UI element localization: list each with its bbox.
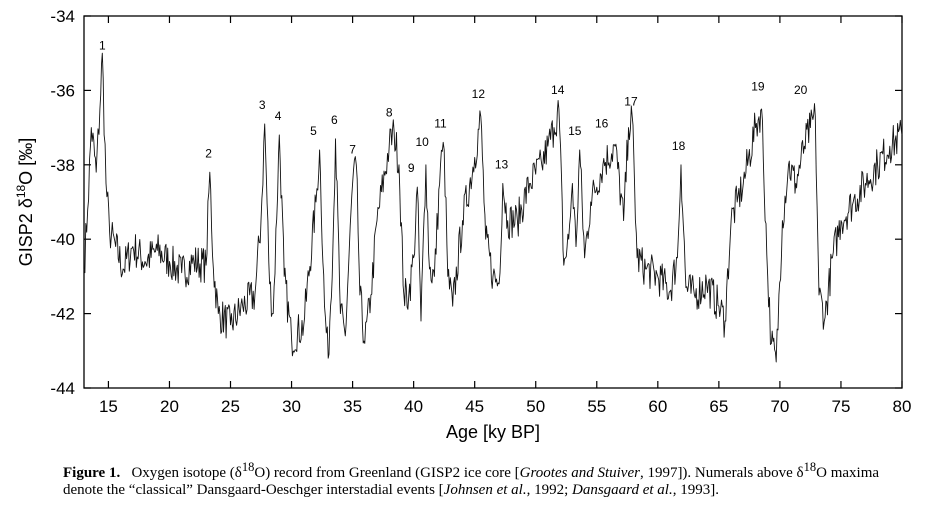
y-tick-label: -34 xyxy=(50,7,75,26)
event-label-4: 4 xyxy=(275,109,282,123)
event-label-10: 10 xyxy=(416,135,430,149)
event-label-17: 17 xyxy=(624,94,638,108)
plot-frame xyxy=(83,15,903,389)
event-label-18: 18 xyxy=(672,139,686,153)
caption-text-1: Oxygen isotope (δ xyxy=(131,465,242,481)
event-label-16: 16 xyxy=(595,117,609,131)
y-tick-label: -42 xyxy=(50,305,75,324)
event-label-3: 3 xyxy=(259,98,266,112)
y-axis-label: GISP2 δ18O [‰] xyxy=(14,138,36,266)
x-tick-label: 50 xyxy=(526,397,545,416)
y-tick-label: -38 xyxy=(50,156,75,175)
x-tick-label: 75 xyxy=(831,397,850,416)
event-label-8: 8 xyxy=(386,105,393,119)
caption-sup-1: 18 xyxy=(241,460,255,474)
isotope-chart: 15 20 25 30 35 40 45 50 55 60 65 70 75 80-34-36-38-40… xyxy=(14,7,911,442)
event-label-15: 15 xyxy=(568,124,582,138)
x-tick-label: 15 xyxy=(99,397,118,416)
caption-text-3: , 1997]). Numerals above δ xyxy=(639,465,804,481)
event-label-6: 6 xyxy=(331,113,338,127)
event-label-7: 7 xyxy=(349,143,356,157)
x-tick-label: 55 xyxy=(587,397,606,416)
caption-text-6: , 1993]. xyxy=(672,482,719,498)
event-label-12: 12 xyxy=(472,87,486,101)
caption-citation-1: Grootes and Stuiver xyxy=(519,465,640,481)
caption-text-5: , 1992; xyxy=(526,482,572,498)
figure-caption: Figure 1. Oxygen isotope (δ18O) record f… xyxy=(63,459,893,499)
event-label-9: 9 xyxy=(408,161,415,175)
x-tick-label: 45 xyxy=(465,397,484,416)
event-label-20: 20 xyxy=(794,83,808,97)
event-label-11: 11 xyxy=(434,117,447,131)
figure-label: Figure 1. xyxy=(63,465,121,481)
axis-ticks: 15 20 25 30 35 40 45 50 55 60 65 70 75 80-34-36-38-40… xyxy=(50,7,911,416)
event-label-5: 5 xyxy=(310,124,317,138)
series-group xyxy=(83,52,903,363)
isotope-series-line xyxy=(83,52,903,363)
x-tick-label: 40 xyxy=(404,397,423,416)
event-label-13: 13 xyxy=(495,158,509,172)
y-tick-label: -40 xyxy=(50,230,75,249)
x-tick-label: 60 xyxy=(648,397,667,416)
event-label-14: 14 xyxy=(551,83,565,97)
event-label-2: 2 xyxy=(205,146,212,160)
caption-text-4: O maxima denote the “classical” Dansgaar… xyxy=(63,465,880,498)
x-tick-label: 25 xyxy=(221,397,240,416)
caption-citation-2: Johnsen et al. xyxy=(443,482,527,498)
y-tick-label: -44 xyxy=(50,379,75,398)
x-tick-label: 80 xyxy=(893,397,912,416)
x-tick-label: 20 xyxy=(160,397,179,416)
x-axis-label: Age [ky BP] xyxy=(446,422,540,442)
event-label-1: 1 xyxy=(99,38,106,52)
caption-text-2: O) record from Greenland (GISP2 ice core… xyxy=(254,465,520,481)
event-label-19: 19 xyxy=(751,79,765,93)
x-tick-label: 70 xyxy=(770,397,789,416)
x-tick-label: 30 xyxy=(282,397,301,416)
x-tick-label: 35 xyxy=(343,397,362,416)
caption-sup-2: 18 xyxy=(803,460,817,474)
caption-citation-3: Dansgaard et al. xyxy=(572,482,673,498)
y-tick-label: -36 xyxy=(50,81,75,100)
x-tick-label: 65 xyxy=(709,397,728,416)
